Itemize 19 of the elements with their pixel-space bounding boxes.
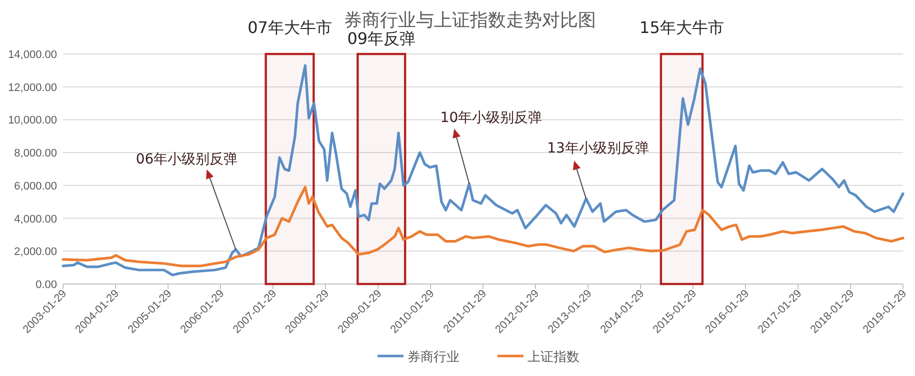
band-label: 15年大牛市 xyxy=(640,18,724,37)
legend-label: 上证指数 xyxy=(528,350,580,365)
chart-title: 券商行业与上证指数走势对比图 xyxy=(344,10,596,31)
annotation: 13年小级别反弹 xyxy=(547,140,649,157)
band-label: 09年反弹 xyxy=(347,29,416,48)
legend-label: 券商行业 xyxy=(408,350,460,365)
y-tick-label: 8,000.00 xyxy=(14,148,57,160)
y-tick-label: 4,000.00 xyxy=(14,213,57,226)
line-series xyxy=(62,186,904,268)
y-tick-label: 12,000.00 xyxy=(8,82,57,94)
line-series xyxy=(62,64,904,276)
y-tick-label: 14,000.00 xyxy=(8,49,57,61)
annotation: 06年小级别反弹 xyxy=(136,152,238,168)
annotation: 10年小级别反弹 xyxy=(440,110,542,126)
y-tick-label: 10,000.00 xyxy=(8,114,57,127)
y-tick-label: 2,000.00 xyxy=(14,246,57,258)
y-tick-label: 0.00 xyxy=(36,279,57,291)
band-label: 07年大牛市 xyxy=(248,18,332,37)
y-tick-label: 6,000.00 xyxy=(14,180,57,192)
